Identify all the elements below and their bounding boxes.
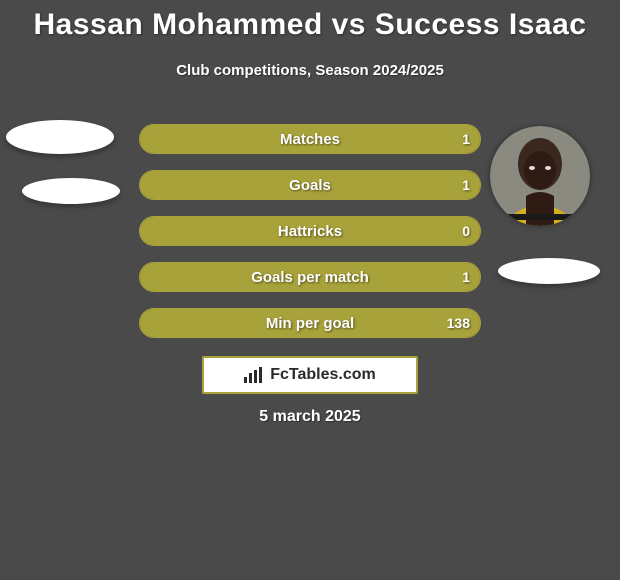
stat-row: Min per goal138 [139,308,481,338]
stat-label: Hattricks [140,217,480,245]
stat-value-right: 1 [462,125,470,153]
player-left-shadow-placeholder [22,178,120,204]
stat-row: Goals per match1 [139,262,481,292]
stat-value-right: 1 [462,171,470,199]
player-left-avatar-placeholder [6,120,114,154]
stat-row: Matches1 [139,124,481,154]
stat-value-right: 0 [462,217,470,245]
stat-row: Goals1 [139,170,481,200]
stat-row: Hattricks0 [139,216,481,246]
logo-text: FcTables.com [270,366,376,384]
player-right-avatar [490,126,590,226]
stat-label: Min per goal [140,309,480,337]
stat-value-right: 1 [462,263,470,291]
player-right-shadow-placeholder [498,258,600,284]
page-title: Hassan Mohammed vs Success Isaac [0,8,620,42]
source-logo: FcTables.com [202,356,418,394]
subtitle: Club competitions, Season 2024/2025 [0,62,620,79]
bar-chart-icon [244,367,264,383]
stat-label: Matches [140,125,480,153]
comparison-infographic: Hassan Mohammed vs Success Isaac Club co… [0,0,620,580]
date-label: 5 march 2025 [0,408,620,426]
stat-label: Goals [140,171,480,199]
player-photo-icon [490,126,590,226]
stat-value-right: 138 [447,309,470,337]
stat-bars: Matches1Goals1Hattricks0Goals per match1… [139,124,481,354]
stat-label: Goals per match [140,263,480,291]
